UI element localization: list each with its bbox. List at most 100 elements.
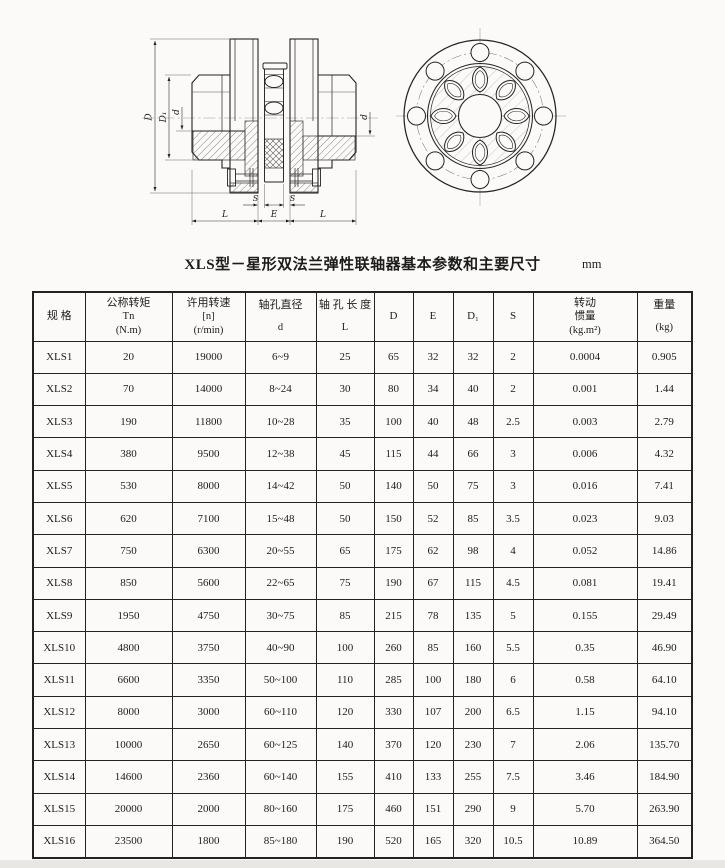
table-cell: 0.155 — [532, 598, 638, 633]
table-cell: 19000 — [171, 340, 246, 374]
table-cell: 50~100 — [244, 663, 317, 697]
column-header: 重量 (kg) — [636, 291, 693, 342]
table-cell: 22~65 — [244, 566, 317, 600]
spec-cell: XLS5 — [32, 469, 86, 503]
column-header: E — [412, 291, 454, 342]
table-cell: 8~24 — [244, 372, 317, 407]
table-cell: 3.5 — [492, 501, 534, 536]
table-cell: 3350 — [171, 663, 246, 697]
table-cell: 215 — [373, 598, 414, 633]
spec-cell: XLS3 — [32, 405, 86, 439]
spec-cell: XLS13 — [32, 728, 86, 762]
table-cell: 155 — [315, 760, 375, 794]
table-cell: 0.081 — [532, 566, 638, 600]
star-element — [430, 66, 530, 166]
table-cell: 7.5 — [492, 760, 534, 794]
spec-cell: XLS11 — [32, 663, 86, 697]
table-row: XLS1 20 19000 6~9 25 65 32 32 2 0.0004 0.905 — [32, 340, 693, 374]
dim-label-S-right: S — [290, 194, 296, 203]
table-cell: 50 — [412, 469, 454, 503]
table-cell: 850 — [84, 566, 173, 600]
table-cell: 67 — [412, 566, 454, 600]
table-cell: 32 — [412, 340, 454, 374]
spec-cell: XLS2 — [32, 372, 86, 407]
table-cell: 8000 — [171, 469, 246, 503]
table-cell: 85 — [412, 631, 454, 665]
table-cell: 40 — [452, 372, 494, 407]
table-row: XLS8 850 5600 22~65 75 190 67 115 4.5 0.081 19.41 — [32, 566, 693, 600]
table-row: XLS7 750 6300 20~55 65 175 62 98 4 0.052 14.86 — [32, 534, 693, 568]
column-header: 许用转速 [n] (r/min) — [171, 291, 246, 342]
table-cell: 230 — [452, 728, 494, 762]
table-cell: 10.89 — [532, 824, 638, 859]
dim-label-E: E — [270, 210, 278, 220]
table-cell: 75 — [315, 566, 375, 600]
table-cell: 151 — [412, 792, 454, 826]
table-row: XLS3 190 11800 10~28 35 100 40 48 2.5 0.003 2.79 — [32, 405, 693, 439]
table-cell: 0.023 — [532, 501, 638, 536]
table-cell: 9500 — [171, 437, 246, 471]
table-cell: 98 — [452, 534, 494, 568]
table-cell: 75 — [452, 469, 494, 503]
table-cell: 46.90 — [636, 631, 693, 665]
dim-label-S-left: S — [253, 194, 259, 203]
table-cell: 190 — [84, 405, 173, 439]
table-row: XLS6 620 7100 15~48 50 150 52 85 3.5 0.023 9.03 — [32, 501, 693, 536]
spec-cell: XLS14 — [32, 760, 86, 794]
table-cell: 3000 — [171, 695, 246, 730]
table-cell: 110 — [315, 663, 375, 697]
table-cell: 0.0004 — [532, 340, 638, 374]
table-cell: 2.79 — [636, 405, 693, 439]
spec-cell: XLS8 — [32, 566, 86, 600]
spec-cell: XLS16 — [32, 824, 86, 859]
coupling-drawing: D D₁ d d S S L E L — [142, 28, 566, 225]
table-cell: 78 — [412, 598, 454, 633]
table-cell: 7100 — [171, 501, 246, 536]
table-cell: 3750 — [171, 631, 246, 665]
table-cell: 2.06 — [532, 728, 638, 762]
table-cell: 94.10 — [636, 695, 693, 730]
parameters-table: 规 格公称转矩 Tn (N.m) 许用转速 [n] (r/min) 轴孔直径 d 轴 孔 长 度… — [32, 291, 693, 859]
table-cell: 6~9 — [244, 340, 317, 374]
table-cell: 12~38 — [244, 437, 317, 471]
table-cell: 2000 — [171, 792, 246, 826]
table-cell: 65 — [315, 534, 375, 568]
table-cell: 150 — [373, 501, 414, 536]
table-cell: 107 — [412, 695, 454, 730]
table-cell: 5600 — [171, 566, 246, 600]
table-cell: 23500 — [84, 824, 173, 859]
extension-lines — [150, 38, 375, 225]
table-cell: 4.32 — [636, 437, 693, 471]
table-cell: 165 — [412, 824, 454, 859]
dim-label-d-right: d — [360, 114, 370, 120]
column-header: S — [492, 291, 534, 342]
table-cell: 190 — [373, 566, 414, 600]
table-cell: 29.49 — [636, 598, 693, 633]
table-cell: 1800 — [171, 824, 246, 859]
table-cell: 460 — [373, 792, 414, 826]
table-row: XLS5 530 8000 14~42 50 140 50 75 3 0.016 7.41 — [32, 469, 693, 503]
table-cell: 115 — [452, 566, 494, 600]
table-cell: 14600 — [84, 760, 173, 794]
spec-cell: XLS9 — [32, 598, 86, 633]
table-row: XLS14 14600 2360 60~140 155 410 133 255 7.5 3.46 1… — [32, 760, 693, 794]
table-cell: 7 — [492, 728, 534, 762]
table-row: XLS16 23500 1800 85~180 190 520 165 320 10.5 10.8… — [32, 824, 693, 859]
table-cell: 14.86 — [636, 534, 693, 568]
page-title: XLS型－星形双法兰弹性联轴器基本参数和主要尺寸 — [184, 257, 541, 273]
table-cell: 20 — [84, 340, 173, 374]
table-cell: 19.41 — [636, 566, 693, 600]
table-row: XLS10 4800 3750 40~90 100 260 85 160 5.5 0.35 46.9… — [32, 631, 693, 665]
table-cell: 135.70 — [636, 728, 693, 762]
table-cell: 64.10 — [636, 663, 693, 697]
table-cell: 2360 — [171, 760, 246, 794]
table-cell: 380 — [84, 437, 173, 471]
table-row: XLS4 380 9500 12~38 45 115 44 66 3 0.006 4.32 — [32, 437, 693, 471]
table-cell: 50 — [315, 469, 375, 503]
table-cell: 320 — [452, 824, 494, 859]
table-cell: 45 — [315, 437, 375, 471]
table-cell: 175 — [315, 792, 375, 826]
table-cell: 9 — [492, 792, 534, 826]
table-cell: 370 — [373, 728, 414, 762]
